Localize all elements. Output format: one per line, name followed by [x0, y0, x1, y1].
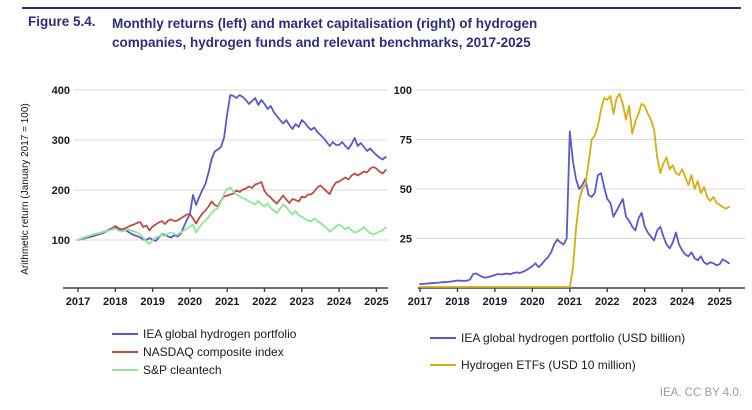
- x-tick-label: 2020: [178, 296, 202, 308]
- legend-item: IEA global hydrogen portfolio (USD billi…: [430, 331, 685, 345]
- x-tick-label: 2018: [445, 296, 469, 308]
- legend-label: Hydrogen ETFs (USD 10 million): [461, 358, 636, 372]
- x-tick-label: 2017: [408, 296, 432, 308]
- x-tick-label: 2019: [140, 296, 164, 308]
- monthly-returns-chart: 100 200 300 400 2017 2018 2019 2020 2021 2022 2023…: [20, 85, 389, 308]
- y-tick-label: 200: [52, 185, 70, 197]
- series-line: [419, 130, 730, 285]
- x-tick-label: 2023: [632, 296, 656, 308]
- returns-legend: IEA global hydrogen portfolio NASDAQ comp…: [112, 327, 296, 377]
- legend-label: IEA global hydrogen portfolio (USD billi…: [461, 331, 686, 345]
- y-tick-label: 400: [52, 85, 70, 97]
- x-tick-label: 2021: [558, 296, 582, 308]
- x-tick-label: 2019: [483, 296, 507, 308]
- y-tick-label: 25: [400, 234, 412, 246]
- legend-item: S&P cleantech: [112, 363, 296, 377]
- attribution-text: IEA. CC BY 4.0.: [659, 387, 742, 399]
- figure-title: Monthly returns (left) and market capita…: [112, 14, 672, 52]
- legend-swatch: [112, 369, 138, 371]
- market-capitalisation-chart: 25 50 75 100 2017 2018 2019 2020 2021 2022 2023 202…: [394, 85, 745, 308]
- figure-label: Figure 5.4.: [28, 14, 96, 29]
- legend-label: IEA global hydrogen portfolio: [143, 327, 297, 341]
- legend-item: IEA global hydrogen portfolio: [112, 327, 296, 341]
- figure-title-line2: companies, hydrogen funds and relevant b…: [112, 35, 531, 50]
- legend-label: NASDAQ composite index: [143, 345, 284, 359]
- series-line: [77, 94, 387, 242]
- x-tick-label: 2024: [327, 296, 352, 308]
- legend-item: NASDAQ composite index: [112, 345, 296, 359]
- y-tick-label: 300: [52, 135, 70, 147]
- x-tick-label: 2022: [595, 296, 619, 308]
- legend-item: Hydrogen ETFs (USD 10 million): [430, 358, 685, 372]
- x-tick-label: 2021: [215, 296, 239, 308]
- x-tick-label: 2018: [103, 296, 127, 308]
- series-line: [419, 93, 730, 288]
- x-tick-label: 2017: [66, 296, 90, 308]
- x-tick-label: 2023: [290, 296, 314, 308]
- legend-swatch: [430, 364, 456, 366]
- legend-swatch: [430, 337, 456, 339]
- x-tick-label: 2025: [364, 296, 388, 308]
- series-line: [77, 166, 387, 241]
- y-tick-label: 100: [52, 235, 70, 247]
- x-tick-label: 2025: [707, 296, 731, 308]
- series-line: [77, 186, 387, 245]
- figure-title-line1: Monthly returns (left) and market capita…: [112, 16, 538, 31]
- legend-swatch: [112, 351, 138, 353]
- y-axis-label: Arithmetic return (January 2017 = 100): [20, 103, 31, 274]
- marketcap-legend: IEA global hydrogen portfolio (USD billi…: [430, 331, 685, 372]
- y-tick-label: 50: [400, 184, 412, 196]
- x-tick-label: 2024: [670, 296, 695, 308]
- y-tick-label: 75: [400, 135, 412, 147]
- x-tick-label: 2022: [252, 296, 276, 308]
- legend-swatch: [112, 333, 138, 335]
- y-tick-label: 100: [394, 85, 412, 97]
- legend-label: S&P cleantech: [143, 363, 222, 377]
- top-rule: [22, 7, 741, 9]
- x-tick-label: 2020: [520, 296, 544, 308]
